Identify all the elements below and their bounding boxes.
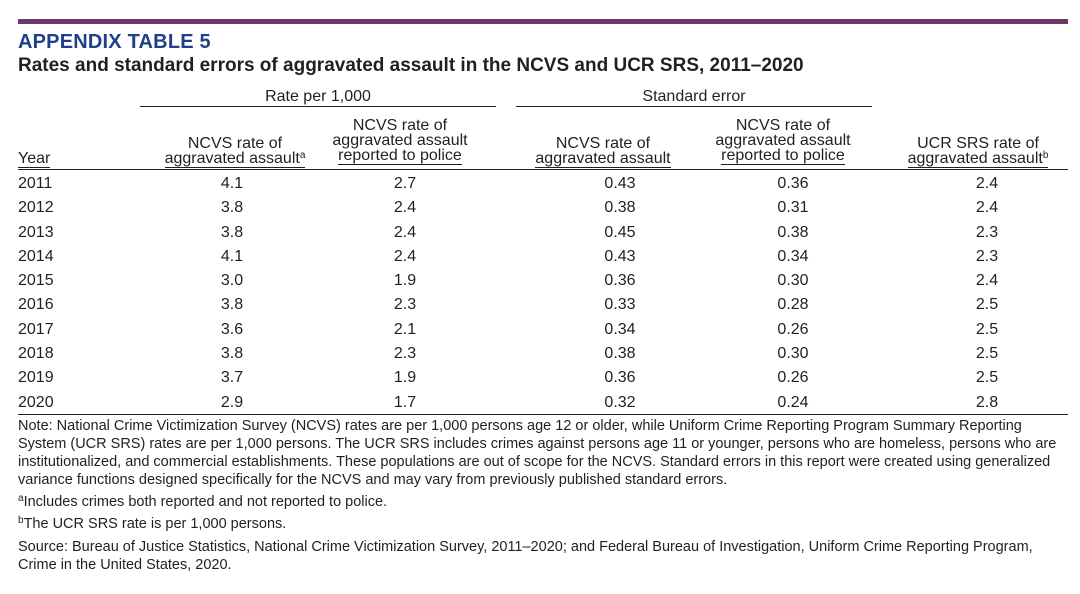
cell-ncvs-rate: 4.1	[220, 175, 244, 192]
cell-se-reported: 0.36	[777, 175, 809, 192]
cell-year: 2016	[18, 296, 54, 314]
column-header-ucr-rate: UCR SRS rate of aggravated assaultb	[907, 135, 1049, 168]
cell-se-reported: 0.30	[777, 345, 809, 363]
cell-year: 2019	[18, 369, 54, 387]
cell-se-reported: 0.26	[777, 369, 809, 387]
header-rule	[18, 169, 1068, 170]
cell-ncvs-reported: 2.4	[393, 199, 417, 217]
table-row: 2014 4.1 2.4 0.43 0.34 2.3	[18, 245, 1068, 269]
cell-year: 2012	[18, 199, 54, 217]
cell-ncvs-reported: 2.3	[393, 296, 417, 314]
cell-year: 2014	[18, 247, 54, 265]
column-header-se-reported: NCVS rate of aggravated assault reported…	[715, 117, 851, 165]
cell-ucr-rate: 2.8	[975, 393, 999, 411]
cell-se-rate: 0.36	[604, 369, 636, 387]
footnote-marker-b: b	[1042, 150, 1049, 161]
cell-ncvs-rate: 3.8	[220, 296, 244, 314]
footnote-b-marker: b	[18, 515, 24, 526]
cell-ncvs-rate: 3.8	[220, 199, 244, 217]
table-row: 2016 3.8 2.3 0.33 0.28 2.5	[18, 293, 1068, 317]
cell-se-reported: 0.26	[777, 320, 809, 338]
cell-ncvs-rate: 3.8	[220, 345, 244, 363]
footnote-marker-a: a	[299, 150, 306, 161]
table-body: 2011 4.1 2.7 0.43 0.36 2.4 2012 3.8 2.4 …	[18, 172, 1068, 415]
source-text: Source: Bureau of Justice Statistics, Na…	[18, 539, 1033, 573]
cell-se-rate: 0.38	[604, 199, 636, 217]
cell-year: 2018	[18, 345, 54, 363]
table-row: 2018 3.8 2.3 0.38 0.30 2.5	[18, 342, 1068, 366]
cell-ncvs-rate: 4.1	[220, 247, 244, 265]
cell-ucr-rate: 2.4	[975, 199, 999, 217]
cell-se-reported: 0.38	[777, 223, 809, 241]
table-notes: Note: National Crime Victimization Surve…	[18, 417, 1068, 574]
table-row: 2013 3.8 2.4 0.45 0.38 2.3	[18, 221, 1068, 245]
table-row: 2017 3.6 2.1 0.34 0.26 2.5	[18, 318, 1068, 342]
cell-ncvs-rate: 3.7	[220, 369, 244, 387]
table-row: 2012 3.8 2.4 0.38 0.31 2.4	[18, 196, 1068, 220]
footnote-a-marker: a	[18, 493, 24, 504]
cell-ncvs-rate: 2.9	[220, 393, 244, 411]
table-row: 2019 3.7 1.9 0.36 0.26 2.5	[18, 366, 1068, 390]
column-header-se-rate: NCVS rate of aggravated assault	[535, 135, 671, 168]
cell-ncvs-reported: 1.9	[393, 272, 417, 290]
cell-ncvs-reported: 2.3	[393, 345, 417, 363]
cell-se-rate: 0.43	[604, 247, 636, 265]
group-rule-standard-error	[516, 106, 872, 107]
cell-ucr-rate: 2.5	[975, 369, 999, 387]
cell-ucr-rate: 2.3	[975, 223, 999, 241]
cell-ncvs-rate: 3.8	[220, 223, 244, 241]
cell-se-rate: 0.45	[604, 223, 636, 241]
cell-ncvs-rate: 3.6	[220, 320, 244, 338]
table-row: 2015 3.0 1.9 0.36 0.30 2.4	[18, 269, 1068, 293]
cell-ncvs-reported: 2.4	[393, 223, 417, 241]
footnote-b: bThe UCR SRS rate is per 1,000 persons.	[18, 515, 287, 533]
cell-ucr-rate: 2.4	[975, 272, 999, 290]
cell-ncvs-reported: 1.9	[393, 369, 417, 387]
cell-ncvs-reported: 2.7	[393, 175, 417, 192]
cell-se-reported: 0.31	[777, 199, 809, 217]
column-header-ncvs-rate: NCVS rate of aggravated assaulta	[164, 135, 306, 168]
cell-year: 2015	[18, 272, 54, 290]
cell-ucr-rate: 2.4	[975, 175, 999, 192]
cell-year: 2011	[18, 175, 53, 192]
cell-se-reported: 0.24	[777, 393, 809, 411]
table-row: 2020 2.9 1.7 0.32 0.24 2.8	[18, 391, 1068, 415]
cell-year: 2020	[18, 393, 54, 411]
table-row: 2011 4.1 2.7 0.43 0.36 2.4	[18, 172, 1068, 196]
cell-se-rate: 0.43	[604, 175, 636, 192]
table-label: APPENDIX TABLE 5	[18, 31, 211, 53]
column-header-ncvs-reported: NCVS rate of aggravated assault reported…	[332, 117, 468, 165]
cell-ucr-rate: 2.5	[975, 320, 999, 338]
cell-ucr-rate: 2.3	[975, 247, 999, 265]
bottom-rule	[18, 414, 1068, 415]
cell-ncvs-rate: 3.0	[220, 272, 244, 290]
cell-se-rate: 0.36	[604, 272, 636, 290]
group-rule-rate	[140, 106, 496, 107]
cell-se-reported: 0.30	[777, 272, 809, 290]
column-header-year: Year	[18, 150, 51, 168]
cell-se-rate: 0.32	[604, 393, 636, 411]
table-title: Rates and standard errors of aggravated …	[18, 55, 804, 76]
cell-year: 2017	[18, 320, 54, 338]
footnote-a: aIncludes crimes both reported and not r…	[18, 493, 388, 511]
group-header-standard-error: Standard error	[642, 88, 746, 105]
note-text: Note: National Crime Victimization Surve…	[18, 418, 1057, 488]
cell-se-rate: 0.38	[604, 345, 636, 363]
group-header-rate: Rate per 1,000	[265, 88, 371, 105]
cell-se-reported: 0.34	[777, 247, 809, 265]
cell-year: 2013	[18, 223, 54, 241]
cell-ncvs-reported: 2.4	[393, 247, 417, 265]
cell-ncvs-reported: 1.7	[393, 393, 417, 411]
cell-ucr-rate: 2.5	[975, 296, 999, 314]
cell-ncvs-reported: 2.1	[393, 320, 417, 338]
cell-ucr-rate: 2.5	[975, 345, 999, 363]
cell-se-rate: 0.34	[604, 320, 636, 338]
cell-se-rate: 0.33	[604, 296, 636, 314]
top-rule	[18, 19, 1068, 24]
cell-se-reported: 0.28	[777, 296, 809, 314]
